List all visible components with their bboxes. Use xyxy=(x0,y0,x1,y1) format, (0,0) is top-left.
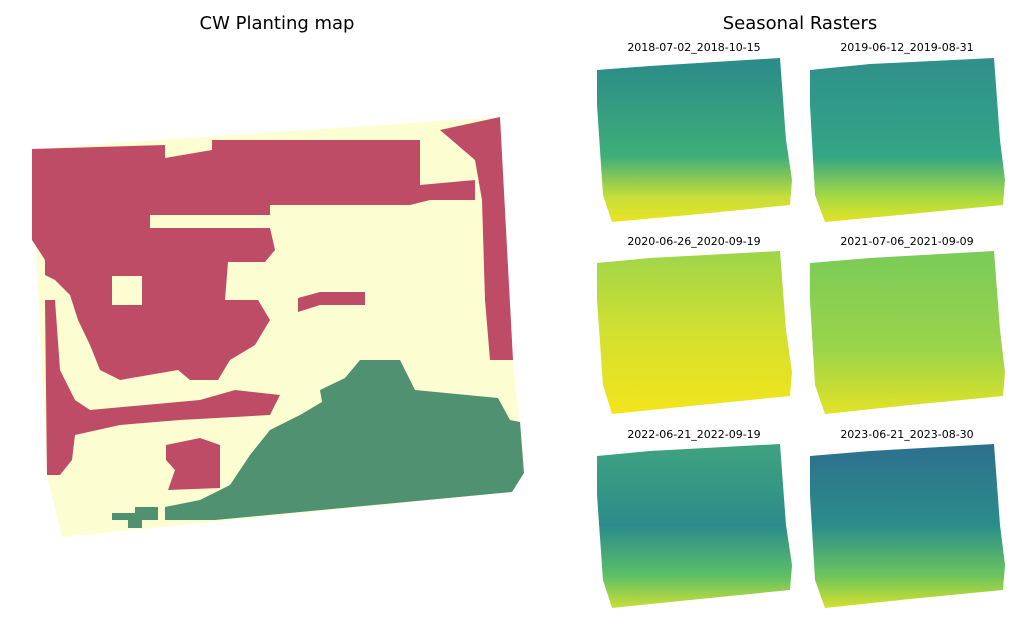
raster xyxy=(597,251,792,414)
raster xyxy=(810,444,1005,608)
raster xyxy=(597,444,792,608)
raster xyxy=(597,58,792,222)
raster-label: 2019-06-12_2019-08-31 xyxy=(840,41,973,54)
raster-label: 2021-07-06_2021-09-09 xyxy=(840,235,973,248)
raster xyxy=(810,251,1005,414)
raster-label: 2023-06-21_2023-08-30 xyxy=(840,428,973,441)
raster-label: 2018-07-02_2018-10-15 xyxy=(627,41,760,54)
planting-map xyxy=(32,117,524,537)
map-title: CW Planting map xyxy=(200,13,355,34)
rasters-title: Seasonal Rasters xyxy=(723,13,878,34)
raster-label: 2020-06-26_2020-09-19 xyxy=(627,235,760,248)
raster-label: 2022-06-21_2022-09-19 xyxy=(627,428,760,441)
raster xyxy=(810,58,1005,222)
